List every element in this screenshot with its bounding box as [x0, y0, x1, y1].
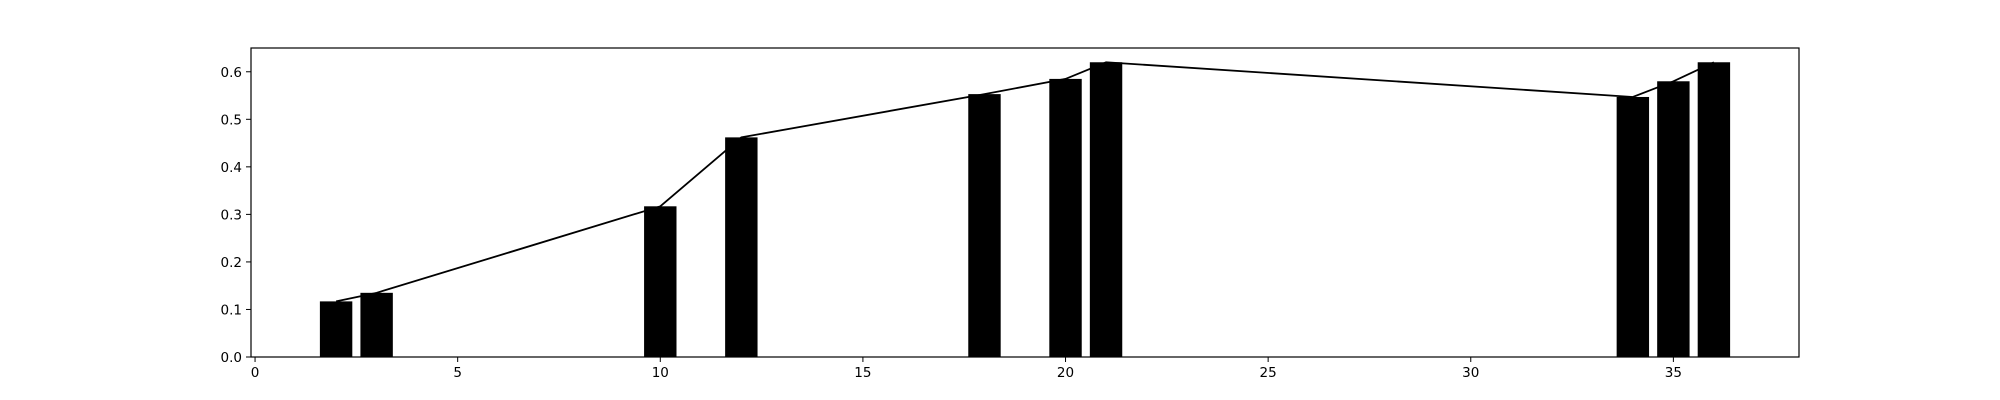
axes-frame: [250, 47, 1800, 358]
x-tick-label-35: 35: [1665, 365, 1682, 381]
y-tick-label-2: 0.2: [221, 255, 242, 271]
line-layer: [335, 61, 1715, 303]
bar-10: [644, 206, 677, 357]
y-tick-label-1: 0.1: [221, 302, 242, 318]
bar-20: [1049, 78, 1082, 358]
x-axis-ticks: 0 5 10 15 20 25 30 35: [251, 357, 1682, 381]
y-tick-label-5: 0.5: [221, 112, 242, 128]
bars-group: [319, 62, 1731, 358]
y-tick-label-4: 0.4: [221, 160, 242, 176]
bar-2: [319, 301, 353, 357]
bar-36: [1697, 62, 1731, 358]
bar-21: [1089, 62, 1123, 358]
y-tick-label-3: 0.3: [221, 207, 242, 223]
x-tick-label-30: 30: [1462, 365, 1479, 381]
y-tick-label-6: 0.6: [221, 65, 242, 81]
y-axis-ticks: 0.0 0.1 0.2 0.3 0.4 0.5 0.6: [221, 65, 251, 366]
series-line: [335, 61, 1715, 303]
bar-34: [1616, 96, 1650, 358]
y-tick-label-0: 0.0: [221, 350, 242, 366]
bar-3: [360, 292, 393, 357]
x-tick-label-20: 20: [1057, 365, 1074, 381]
bar-35: [1657, 81, 1690, 358]
x-tick-label-10: 10: [652, 365, 669, 381]
x-tick-label-15: 15: [854, 365, 871, 381]
x-tick-label-0: 0: [251, 365, 260, 381]
x-tick-label-25: 25: [1260, 365, 1277, 381]
bar-12: [725, 137, 758, 357]
bar-18: [968, 94, 1001, 357]
x-tick-label-5: 5: [453, 365, 462, 381]
